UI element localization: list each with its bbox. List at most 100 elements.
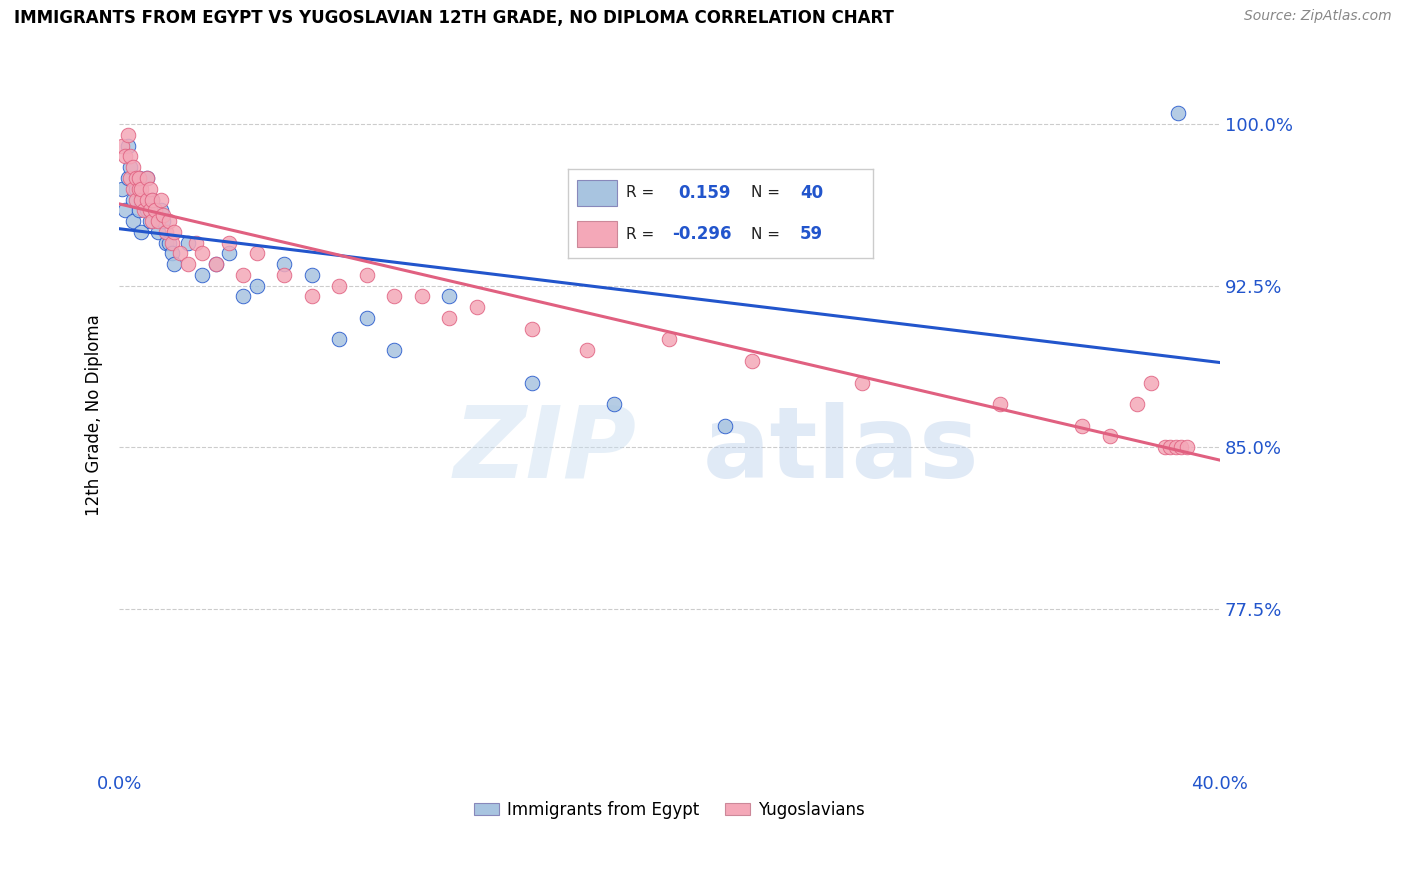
Point bbox=[135, 203, 157, 218]
Point bbox=[132, 193, 155, 207]
Bar bbox=[578, 220, 617, 247]
Point bbox=[204, 257, 226, 271]
Point bbox=[125, 171, 148, 186]
Point bbox=[138, 182, 160, 196]
Text: Source: ZipAtlas.com: Source: ZipAtlas.com bbox=[1244, 9, 1392, 23]
Point bbox=[146, 214, 169, 228]
Point bbox=[141, 193, 163, 207]
Point bbox=[157, 214, 180, 228]
Point bbox=[177, 235, 200, 250]
Point bbox=[384, 343, 406, 358]
Point bbox=[135, 171, 157, 186]
Point bbox=[114, 149, 136, 163]
Point bbox=[160, 246, 183, 260]
Point bbox=[1153, 440, 1175, 454]
Point bbox=[1140, 376, 1163, 390]
Point bbox=[328, 278, 350, 293]
Point bbox=[129, 193, 152, 207]
Point bbox=[232, 289, 254, 303]
Point bbox=[988, 397, 1011, 411]
Point bbox=[384, 289, 406, 303]
Point bbox=[122, 193, 145, 207]
Point bbox=[1175, 440, 1198, 454]
Point bbox=[122, 160, 145, 174]
Point bbox=[117, 128, 139, 142]
Point bbox=[149, 193, 172, 207]
Point bbox=[356, 268, 378, 282]
Point bbox=[575, 343, 598, 358]
Y-axis label: 12th Grade, No Diploma: 12th Grade, No Diploma bbox=[86, 314, 103, 516]
Point bbox=[191, 246, 214, 260]
Point bbox=[177, 257, 200, 271]
Point bbox=[1071, 418, 1094, 433]
Point bbox=[273, 257, 295, 271]
Point bbox=[328, 333, 350, 347]
Point bbox=[117, 138, 139, 153]
Point bbox=[132, 203, 155, 218]
Point bbox=[1098, 429, 1121, 443]
Point bbox=[157, 235, 180, 250]
Point bbox=[301, 268, 323, 282]
Point bbox=[851, 376, 873, 390]
Point bbox=[246, 246, 269, 260]
Point bbox=[520, 321, 543, 335]
Point bbox=[111, 138, 134, 153]
Point bbox=[128, 171, 150, 186]
Point bbox=[128, 182, 150, 196]
Text: N =: N = bbox=[751, 186, 780, 201]
Point bbox=[520, 376, 543, 390]
Point bbox=[129, 182, 152, 196]
Point bbox=[204, 257, 226, 271]
Point bbox=[122, 182, 145, 196]
Point bbox=[160, 235, 183, 250]
Point bbox=[129, 225, 152, 239]
Point bbox=[152, 208, 174, 222]
Point bbox=[169, 246, 191, 260]
Text: -0.296: -0.296 bbox=[672, 225, 731, 243]
Bar bbox=[578, 179, 617, 206]
Text: 0.159: 0.159 bbox=[678, 184, 730, 202]
Point bbox=[465, 300, 488, 314]
Point bbox=[138, 203, 160, 218]
Point bbox=[128, 203, 150, 218]
Point bbox=[135, 171, 157, 186]
Point bbox=[163, 225, 186, 239]
Point bbox=[125, 193, 148, 207]
Point bbox=[143, 203, 166, 218]
Point bbox=[218, 235, 240, 250]
Point bbox=[439, 310, 461, 325]
Point bbox=[246, 278, 269, 293]
Point bbox=[163, 257, 186, 271]
Point bbox=[138, 214, 160, 228]
Text: 59: 59 bbox=[800, 225, 823, 243]
Text: 40: 40 bbox=[800, 184, 823, 202]
Text: R =: R = bbox=[626, 186, 654, 201]
Point bbox=[1159, 440, 1181, 454]
Point bbox=[111, 182, 134, 196]
Point bbox=[128, 171, 150, 186]
Point bbox=[1167, 106, 1189, 120]
Point bbox=[741, 354, 763, 368]
Point bbox=[143, 203, 166, 218]
Point bbox=[155, 225, 177, 239]
Point bbox=[114, 203, 136, 218]
Point bbox=[146, 225, 169, 239]
Point bbox=[155, 235, 177, 250]
Point bbox=[273, 268, 295, 282]
Point bbox=[356, 310, 378, 325]
Point bbox=[439, 289, 461, 303]
Point bbox=[301, 289, 323, 303]
Text: N =: N = bbox=[751, 227, 780, 242]
Point bbox=[120, 149, 142, 163]
Text: R =: R = bbox=[626, 227, 654, 242]
Point bbox=[1170, 440, 1192, 454]
Point bbox=[117, 171, 139, 186]
Text: IMMIGRANTS FROM EGYPT VS YUGOSLAVIAN 12TH GRADE, NO DIPLOMA CORRELATION CHART: IMMIGRANTS FROM EGYPT VS YUGOSLAVIAN 12T… bbox=[14, 9, 894, 27]
Point bbox=[603, 397, 626, 411]
Point bbox=[149, 203, 172, 218]
Point bbox=[411, 289, 433, 303]
Point bbox=[141, 193, 163, 207]
Point bbox=[120, 160, 142, 174]
Point bbox=[191, 268, 214, 282]
Point bbox=[218, 246, 240, 260]
